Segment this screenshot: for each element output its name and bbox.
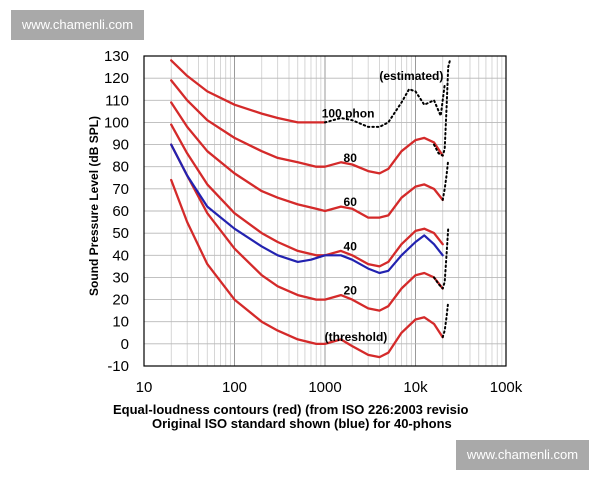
x-tick-label: 10k	[403, 379, 428, 396]
curve-label: 80	[344, 151, 358, 165]
y-tick-label: 100	[104, 114, 129, 131]
caption-line-2: Original ISO standard shown (blue) for 4…	[152, 416, 452, 431]
curve-label: 20	[344, 284, 358, 298]
curve-label: (estimated)	[379, 69, 443, 83]
series-contour-100-phon	[170, 59, 327, 124]
series-contour-80	[170, 79, 444, 175]
y-tick-label: 130	[104, 48, 129, 65]
x-axis-ticks: 10 100 1000 10k 100k	[136, 379, 523, 396]
x-tick-label: 10	[136, 379, 153, 396]
y-tick-label: 20	[112, 292, 129, 309]
y-tick-label: 90	[112, 137, 129, 154]
y-tick-label: 0	[121, 336, 129, 353]
curve-label: 40	[344, 239, 358, 253]
y-tick-label: 30	[112, 269, 129, 286]
y-tick-label: 50	[112, 225, 129, 242]
series-group	[170, 59, 451, 359]
series-contour-60	[170, 101, 444, 219]
curve-labels: (threshold) 20 40 60 80 100 phon (estimated)	[322, 69, 444, 344]
series-contour-40	[170, 123, 444, 268]
caption-line-1: Equal-loudness contours (red) (from ISO …	[113, 402, 468, 417]
y-axis-label: Sound Pressure Level (dB SPL)	[87, 116, 101, 296]
series-estimated-dotted	[433, 59, 451, 157]
curve-label: (threshold)	[325, 330, 388, 344]
series-contour-20	[170, 143, 444, 312]
y-tick-label: 110	[105, 92, 129, 109]
y-tick-label: 70	[112, 181, 129, 198]
y-tick-label: 40	[112, 247, 129, 264]
series-estimated-dotted	[441, 300, 450, 339]
y-tick-label: 120	[104, 70, 129, 87]
y-tick-label: -10	[107, 358, 129, 375]
series-contour--threshold-	[170, 178, 444, 359]
y-axis-ticks: -10 0 10 20 30 40 50 60 70 80 90 100 110 120 130	[104, 48, 129, 375]
curve-label: 100 phon	[322, 107, 375, 121]
series-original-iso-40-phon	[170, 143, 444, 275]
series-estimated-dotted	[441, 159, 450, 201]
x-tick-label: 1000	[308, 379, 341, 396]
series-estimated-dotted	[433, 227, 450, 290]
x-tick-label: 100k	[490, 379, 523, 396]
y-tick-label: 10	[112, 314, 129, 331]
plot-frame	[143, 55, 507, 367]
grid	[144, 55, 506, 367]
y-tick-label: 80	[112, 159, 129, 176]
y-tick-label: 60	[112, 203, 129, 220]
watermark-bottom: www.chamenli.com	[456, 440, 589, 470]
curve-label: 60	[344, 195, 358, 209]
series-estimated-dotted	[324, 83, 446, 128]
watermark-top: www.chamenli.com	[11, 10, 144, 40]
x-tick-label: 100	[222, 379, 247, 396]
